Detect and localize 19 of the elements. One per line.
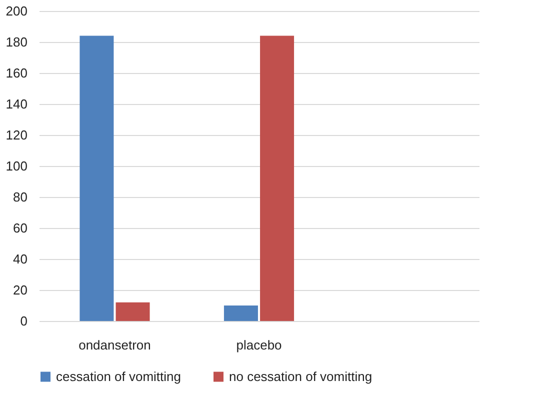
x-tick-label: ondansetron — [78, 338, 151, 352]
y-tick-label: 180 — [6, 34, 28, 50]
y-tick-label: 60 — [13, 220, 28, 236]
y-tick-label: 120 — [6, 128, 28, 142]
bar — [116, 302, 150, 321]
y-tick-label: 80 — [13, 190, 28, 204]
bar — [80, 36, 114, 321]
y-tick-label: 100 — [6, 158, 28, 174]
y-tick-label: 20 — [13, 282, 28, 298]
y-tick-label: 40 — [13, 252, 28, 266]
legend-label: no cessation of vomitting — [229, 368, 372, 384]
x-tick-label: placebo — [236, 338, 282, 352]
y-tick-label: 140 — [6, 96, 28, 112]
y-tick-label: 0 — [20, 314, 28, 328]
legend-label: cessation of vomitting — [56, 368, 182, 384]
bar — [260, 36, 294, 321]
y-tick-label: 160 — [6, 66, 28, 80]
y-tick-label: 200 — [6, 4, 28, 18]
bar — [224, 306, 258, 321]
